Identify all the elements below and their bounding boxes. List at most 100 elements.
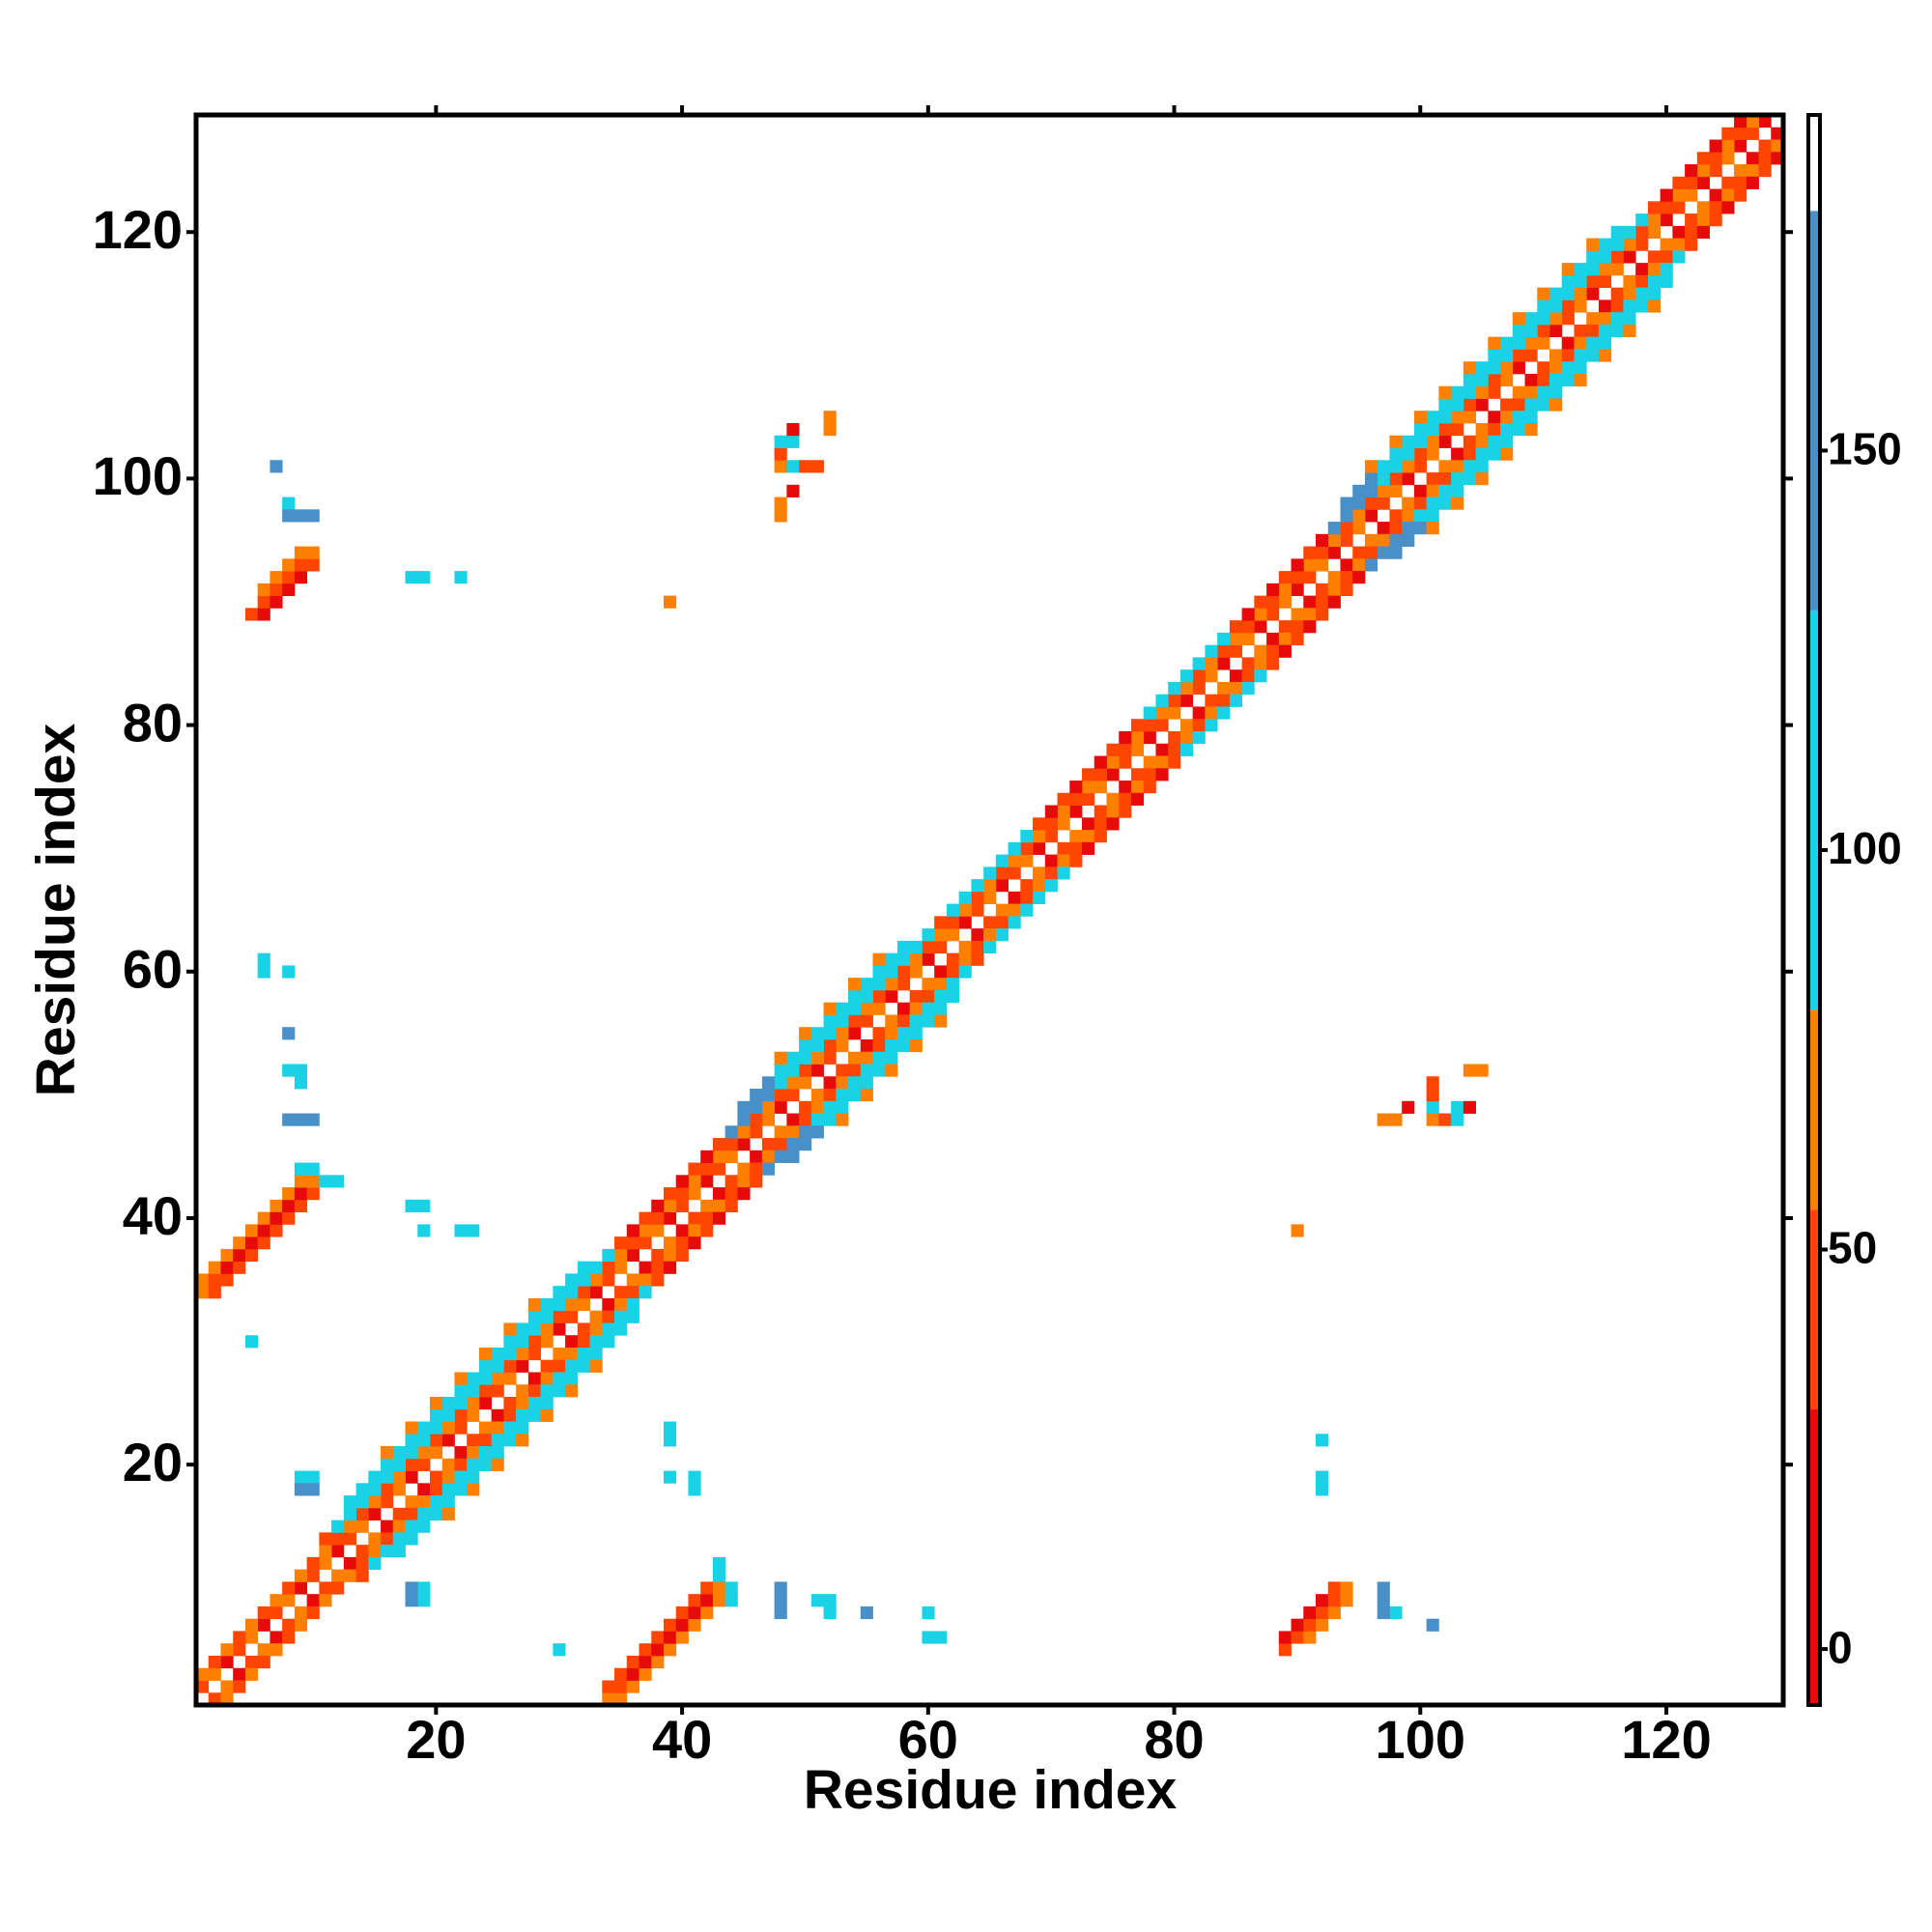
heatmap-cell [429, 1421, 443, 1435]
heatmap-cell [761, 1162, 776, 1176]
heatmap-cell [1340, 582, 1353, 597]
heatmap-cell [1241, 632, 1255, 646]
heatmap-cell [614, 1667, 628, 1681]
heatmap-cell [1475, 373, 1489, 387]
heatmap-cell [885, 1038, 898, 1053]
heatmap-cell [1303, 608, 1317, 621]
heatmap-cell [429, 1470, 443, 1484]
heatmap-cell [1069, 841, 1083, 855]
heatmap-cell [1438, 1113, 1452, 1126]
heatmap-cell [1463, 1100, 1476, 1114]
heatmap-cell [1229, 644, 1242, 658]
heatmap-cell [724, 1594, 738, 1607]
heatmap-cell [663, 1248, 677, 1263]
heatmap-cell [331, 1569, 345, 1582]
heatmap-cell [381, 1458, 394, 1471]
heatmap-cell [553, 1384, 566, 1398]
heatmap-cell [319, 1532, 332, 1546]
heatmap-cell [196, 1286, 210, 1299]
heatmap-cell [1057, 841, 1070, 855]
heatmap-cell [1426, 497, 1439, 510]
heatmap-cell [553, 1372, 566, 1385]
heatmap-cell [860, 1076, 873, 1090]
heatmap-cell [1168, 730, 1181, 745]
heatmap-cell [1340, 1581, 1353, 1595]
heatmap-cell [896, 965, 911, 979]
heatmap-cell [983, 940, 997, 954]
heatmap-cell [1537, 385, 1550, 399]
heatmap-cell [282, 509, 296, 523]
heatmap-cell [1696, 176, 1710, 189]
heatmap-cell [786, 1076, 800, 1090]
heatmap-cell [885, 989, 898, 1004]
heatmap-cell [1734, 176, 1747, 189]
heatmap-cell [737, 1125, 751, 1139]
heatmap-cell [896, 978, 911, 991]
heatmap-cell [1709, 152, 1722, 165]
heatmap-cell [1389, 509, 1403, 523]
heatmap-cell [516, 1347, 529, 1361]
heatmap-cell [712, 1569, 726, 1582]
heatmap-cell [909, 952, 923, 966]
heatmap-cell [1488, 361, 1501, 375]
heatmap-cell [823, 1100, 837, 1114]
heatmap-cell [1598, 336, 1612, 350]
heatmap-cell [1549, 287, 1563, 300]
heatmap-cell [405, 1507, 418, 1521]
heatmap-cell [934, 978, 948, 991]
colorbar-segment [1808, 115, 1820, 212]
heatmap-cell [1020, 830, 1034, 843]
heatmap-cell [995, 879, 1009, 893]
heatmap-cell [1402, 435, 1415, 448]
heatmap-cell [1291, 1631, 1304, 1644]
heatmap-cell [712, 1581, 726, 1595]
heatmap-cell [553, 1310, 566, 1323]
heatmap-cell [1094, 830, 1107, 843]
heatmap-cell [244, 1631, 259, 1644]
heatmap-cell [1512, 385, 1525, 399]
heatmap-cell [1586, 287, 1600, 300]
heatmap-cell [737, 1100, 751, 1114]
heatmap-cell [491, 1359, 504, 1373]
heatmap-cell [1389, 533, 1403, 547]
heatmap-cell [1155, 694, 1169, 707]
heatmap-cell [626, 1236, 639, 1250]
heatmap-cell [1512, 349, 1525, 362]
heatmap-cell [368, 1470, 382, 1484]
heatmap-cell [1413, 411, 1428, 424]
heatmap-cell [663, 1643, 677, 1657]
heatmap-cell [774, 435, 787, 448]
heatmap-cell [233, 1248, 246, 1263]
heatmap-cell [294, 1064, 308, 1077]
heatmap-cell [516, 1397, 529, 1410]
heatmap-cell [565, 1384, 579, 1398]
heatmap-cell [478, 1347, 493, 1361]
heatmap-cell [220, 1248, 234, 1263]
heatmap-cell [761, 1076, 776, 1090]
heatmap-cell [946, 978, 960, 991]
heatmap-cell [1316, 533, 1329, 547]
heatmap-cell [565, 1310, 579, 1323]
heatmap-cell [257, 1236, 270, 1250]
heatmap-cell [946, 989, 960, 1004]
heatmap-cell [712, 1211, 726, 1225]
heatmap-cell [331, 1545, 345, 1558]
heatmap-cell [663, 1261, 677, 1274]
heatmap-cell [1389, 435, 1403, 448]
heatmap-cell [1610, 263, 1624, 276]
heatmap-cell [417, 1434, 431, 1447]
heatmap-cell [995, 916, 1009, 929]
heatmap-cell [823, 1605, 837, 1620]
heatmap-cell [478, 1397, 493, 1410]
heatmap-cell [663, 1434, 677, 1447]
heatmap-cell [639, 1236, 652, 1250]
heatmap-cell [1327, 1594, 1341, 1607]
heatmap-cell [1549, 373, 1563, 387]
heatmap-cell [1561, 373, 1575, 387]
heatmap-cell [1364, 460, 1378, 473]
heatmap-cell [1217, 644, 1231, 658]
heatmap-cell [294, 1175, 308, 1188]
heatmap-cell [1475, 385, 1489, 399]
heatmap-cell [1143, 768, 1156, 781]
heatmap-cell [467, 1384, 480, 1398]
